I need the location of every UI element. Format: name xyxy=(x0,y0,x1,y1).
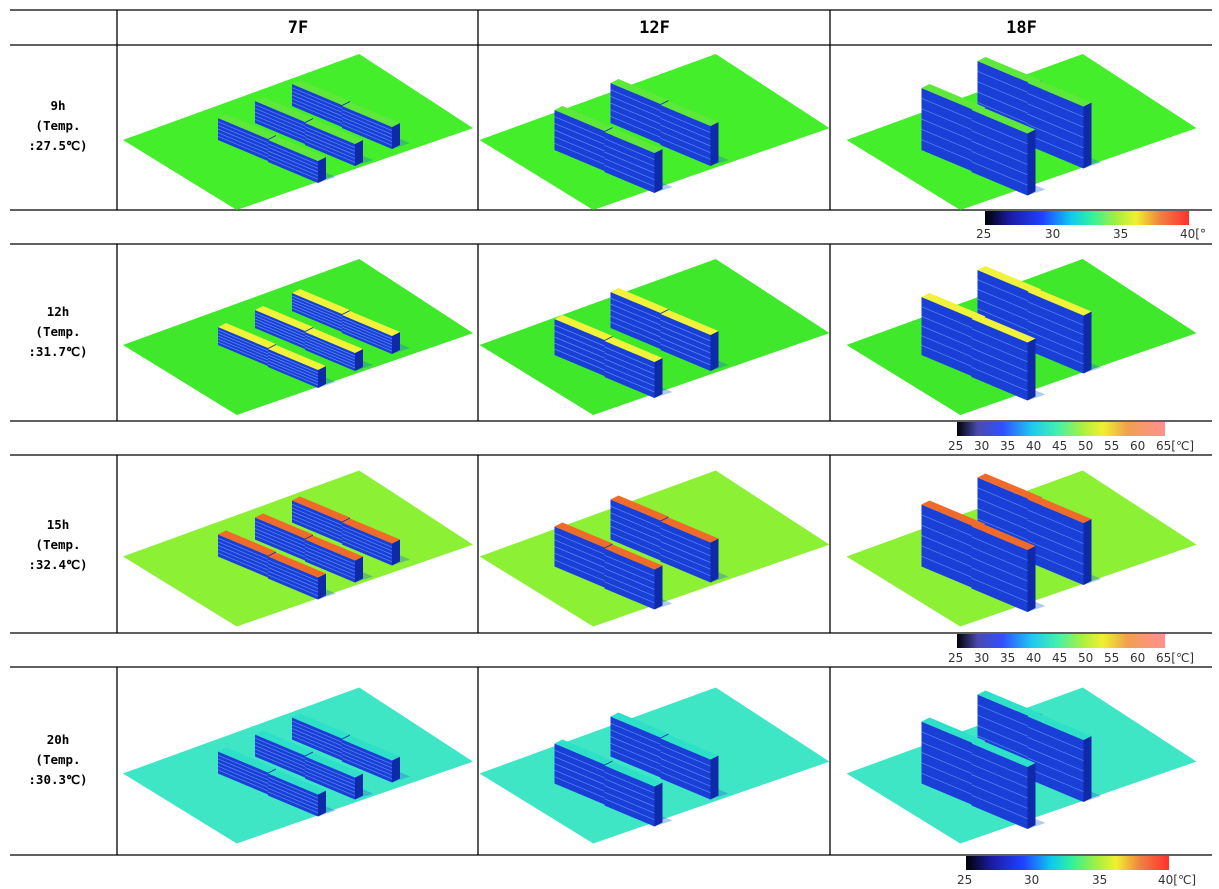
row-temp-line2: :27.5℃) xyxy=(28,138,88,153)
scene-12h-7f xyxy=(123,259,473,415)
row-temp-line2: :32.4℃) xyxy=(28,557,88,572)
legend-tick: 35 xyxy=(1092,873,1108,887)
building xyxy=(1027,495,1102,586)
legend-tick: 45 xyxy=(1052,651,1068,665)
legend-tick: 50 xyxy=(1078,439,1094,453)
building xyxy=(1027,79,1102,169)
legend-tick: 25 xyxy=(948,439,964,453)
row-label-20h: 20h (Temp. :30.3℃) xyxy=(0,730,116,790)
legend-tick: 65[℃] xyxy=(1156,651,1195,665)
building xyxy=(604,128,673,193)
building xyxy=(267,769,336,817)
legend-gradient xyxy=(957,422,1165,436)
building xyxy=(304,328,373,371)
legend-tick: 30 xyxy=(1045,227,1061,241)
legend-tick: 30 xyxy=(974,651,990,665)
legend-tick: 30 xyxy=(1024,873,1040,887)
row-temp-line1: (Temp. xyxy=(35,537,81,552)
scene-15h-12f xyxy=(479,470,830,627)
row-temp-line1: (Temp. xyxy=(35,118,81,133)
building xyxy=(971,739,1046,830)
legend-tick: 35 xyxy=(1113,227,1129,241)
row-temp-line1: (Temp. xyxy=(35,752,81,767)
building xyxy=(341,735,410,783)
legend-gradient xyxy=(985,211,1189,225)
building xyxy=(971,522,1046,613)
legend-tick: 35 xyxy=(1000,651,1016,665)
building xyxy=(604,544,673,610)
legend-tick: 55 xyxy=(1104,651,1120,665)
building xyxy=(267,552,336,600)
legend-gradient xyxy=(957,634,1165,648)
legend-tick: 40 xyxy=(1026,439,1042,453)
row-temp-line1: (Temp. xyxy=(35,324,81,339)
scene-15h-18f xyxy=(846,470,1197,627)
color-legend-20h: 25 30 35 40[℃] xyxy=(957,856,1214,888)
row-label-12h: 12h (Temp. :31.7℃) xyxy=(0,302,116,362)
row-hour: 15h xyxy=(46,517,70,532)
building xyxy=(610,288,679,349)
scene-9h-12f xyxy=(479,54,830,210)
scene-9h-7f xyxy=(123,54,473,210)
building xyxy=(1027,288,1102,374)
scene-15h-7f xyxy=(123,470,473,627)
legend-tick: 30 xyxy=(974,439,990,453)
building xyxy=(304,119,373,166)
legend-tick: 45 xyxy=(1052,439,1068,453)
scene-12h-12f xyxy=(479,259,830,415)
building xyxy=(610,495,679,561)
scene-9h-18f xyxy=(846,54,1197,210)
scene-20h-7f xyxy=(123,687,473,844)
row-hour: 12h xyxy=(46,304,70,319)
scene-20h-12f xyxy=(479,687,830,844)
color-legend-9h: 25 30 35 40[° xyxy=(976,211,1206,241)
legend-tick: 60 xyxy=(1130,439,1146,453)
building xyxy=(304,535,373,583)
row-hour: 20h xyxy=(46,732,70,747)
building xyxy=(660,310,729,371)
legend-tick: 25 xyxy=(957,873,973,887)
legend-tick: 25 xyxy=(976,227,992,241)
building xyxy=(660,734,729,800)
legend-tick: 40[° xyxy=(1180,227,1206,241)
building xyxy=(341,518,410,566)
building xyxy=(971,106,1046,196)
row-hour: 9h xyxy=(50,98,66,113)
building xyxy=(660,101,729,166)
color-legend-15h: 25 30 35 40 45 50 55 60 65[℃] xyxy=(948,634,1213,665)
column-header-12f: 12F xyxy=(639,18,670,38)
building xyxy=(660,517,729,583)
legend-tick: 65[℃] xyxy=(1156,439,1195,453)
building xyxy=(604,337,673,398)
building xyxy=(304,752,373,800)
legend-tick: 55 xyxy=(1104,439,1120,453)
building xyxy=(267,345,336,388)
building xyxy=(1027,712,1102,803)
row-temp-line2: :30.3℃) xyxy=(28,772,88,787)
color-legend-12h: 25 30 35 40 45 50 55 60 65[℃] xyxy=(948,422,1213,453)
row-label-9h: 9h (Temp. :27.5℃) xyxy=(0,96,116,156)
building xyxy=(341,311,410,354)
row-temp-line2: :31.7℃) xyxy=(28,344,88,359)
legend-gradient xyxy=(966,856,1169,870)
legend-tick: 35 xyxy=(1000,439,1016,453)
building xyxy=(604,761,673,827)
column-header-7f: 7F xyxy=(287,18,309,38)
legend-tick: 50 xyxy=(1078,651,1094,665)
legend-tick: 60 xyxy=(1130,651,1146,665)
building xyxy=(971,315,1046,401)
row-label-15h: 15h (Temp. :32.4℃) xyxy=(0,515,116,575)
building xyxy=(341,102,410,149)
scene-20h-18f xyxy=(846,687,1197,844)
legend-tick: 40[℃] xyxy=(1158,873,1197,887)
building xyxy=(267,136,336,183)
legend-tick: 40 xyxy=(1026,651,1042,665)
column-header-18f: 18F xyxy=(1006,18,1037,38)
legend-tick: 25 xyxy=(948,651,964,665)
scene-12h-18f xyxy=(846,259,1197,415)
